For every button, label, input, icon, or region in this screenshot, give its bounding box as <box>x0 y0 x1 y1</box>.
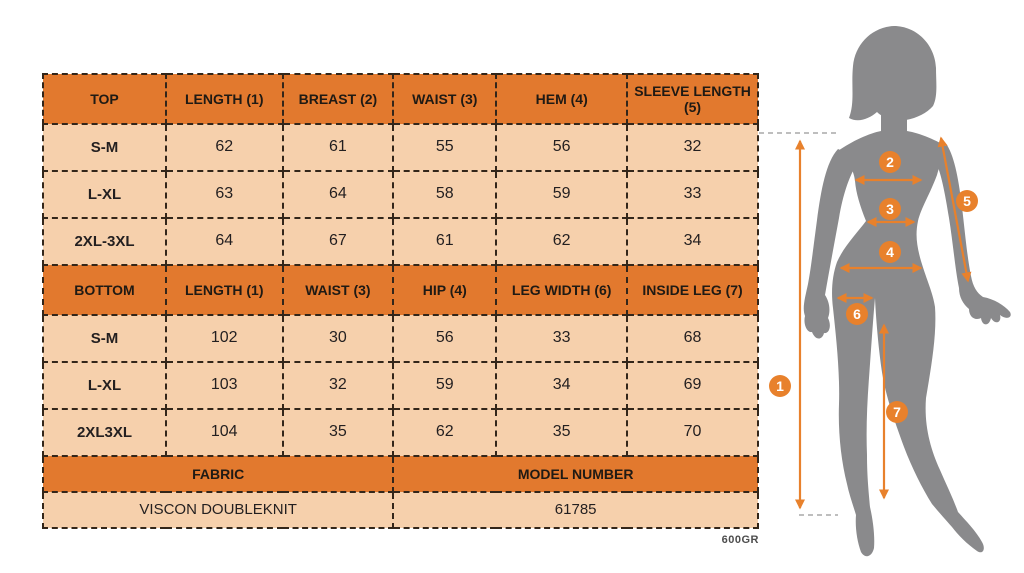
marker-circle-4 <box>879 241 901 263</box>
measurement-value: 61 <box>281 123 395 172</box>
measurement-value: 63 <box>164 170 284 219</box>
measurement-value: 30 <box>281 314 395 363</box>
measurement-value: 59 <box>392 361 498 410</box>
measurement-value: 34 <box>626 217 759 266</box>
size-chart-table: TOP LENGTH (1) BREAST (2) WAIST (3) HEM … <box>41 73 759 529</box>
measurement-value: 62 <box>392 408 498 457</box>
measurement-value: 58 <box>392 170 498 219</box>
measurement-value: 67 <box>281 217 395 266</box>
marker-7: 7 <box>886 401 908 423</box>
measurement-value: 59 <box>495 170 629 219</box>
measurement-value: 62 <box>164 123 284 172</box>
table-row: L-XL 63 64 58 59 33 <box>42 170 759 219</box>
marker-number: 2 <box>886 154 894 170</box>
table-row: S-M 102 30 56 33 68 <box>42 314 759 363</box>
size-label: S-M <box>42 314 167 363</box>
marker-number: 1 <box>776 378 784 394</box>
marker-5: 5 <box>956 190 978 212</box>
header-cell-breast: BREAST (2) <box>281 73 395 125</box>
marker-number: 5 <box>963 193 971 209</box>
measurement-value: 69 <box>626 361 759 410</box>
marker-1: 1 <box>769 375 791 397</box>
measurement-value: 33 <box>626 170 759 219</box>
fabric-value: VISCON DOUBLEKNIT <box>41 491 395 529</box>
table-row: L-XL 103 32 59 34 69 <box>42 361 759 410</box>
marker-number: 4 <box>886 244 894 260</box>
header-cell-waist: WAIST (3) <box>392 73 498 125</box>
measurement-value: 33 <box>495 314 629 363</box>
bottom-section-header-row: BOTTOM LENGTH (1) WAIST (3) HIP (4) LEG … <box>42 264 759 316</box>
footer-header-row: FABRIC MODEL NUMBER <box>41 455 759 493</box>
size-label: L-XL <box>42 361 167 410</box>
table-row: 2XL3XL 104 35 62 35 70 <box>42 408 759 457</box>
measurement-value: 32 <box>626 123 759 172</box>
measurement-value: 68 <box>626 314 759 363</box>
sleeve-arrow-5 <box>937 136 972 283</box>
size-label: S-M <box>42 123 167 172</box>
size-label: 2XL-3XL <box>42 217 167 266</box>
header-cell-hip: HIP (4) <box>392 264 498 316</box>
marker-number: 6 <box>853 306 861 322</box>
marker-circle-6 <box>846 303 868 325</box>
weight-note: 600GR <box>721 534 759 546</box>
measurement-value: 62 <box>495 217 629 266</box>
woman-silhouette <box>803 26 1011 557</box>
header-cell-waist: WAIST (3) <box>281 264 395 316</box>
table-row: 2XL-3XL 64 67 61 62 34 <box>42 217 759 266</box>
measurement-value: 61 <box>392 217 498 266</box>
marker-circle-1 <box>769 375 791 397</box>
marker-number: 7 <box>893 404 901 420</box>
measurement-value: 32 <box>281 361 395 410</box>
measurement-value: 70 <box>626 408 759 457</box>
marker-circle-2 <box>879 151 901 173</box>
model-number-label: MODEL NUMBER <box>392 455 759 493</box>
measurement-value: 35 <box>495 408 629 457</box>
table-row: S-M 62 61 55 56 32 <box>42 123 759 172</box>
marker-3: 3 <box>879 198 901 220</box>
header-cell-inside-leg: INSIDE LEG (7) <box>626 264 759 316</box>
marker-circle-7 <box>886 401 908 423</box>
measurement-value: 56 <box>392 314 498 363</box>
measurement-figure: 1 2 3 4 5 6 7 <box>759 26 1011 557</box>
fabric-label: FABRIC <box>41 455 395 493</box>
marker-2: 2 <box>879 151 901 173</box>
header-cell-sleeve-length: SLEEVE LENGTH (5) <box>626 73 759 125</box>
measurement-value: 35 <box>281 408 395 457</box>
measurement-value: 56 <box>495 123 629 172</box>
marker-6: 6 <box>846 303 868 325</box>
measurement-value: 55 <box>392 123 498 172</box>
marker-4: 4 <box>879 241 901 263</box>
silhouette-head <box>849 26 937 121</box>
header-cell-hem: HEM (4) <box>495 73 629 125</box>
size-label: 2XL3XL <box>42 408 167 457</box>
silhouette-body <box>832 108 984 557</box>
measurement-value: 104 <box>164 408 284 457</box>
marker-circle-5 <box>956 190 978 212</box>
silhouette-left-arm <box>803 149 855 339</box>
measurement-value: 103 <box>164 361 284 410</box>
marker-circle-3 <box>879 198 901 220</box>
header-cell-leg-width: LEG WIDTH (6) <box>495 264 629 316</box>
measurement-value: 102 <box>164 314 284 363</box>
header-cell-top: TOP <box>42 73 167 125</box>
header-cell-length: LENGTH (1) <box>164 264 284 316</box>
header-cell-bottom: BOTTOM <box>42 264 167 316</box>
marker-number: 3 <box>886 201 894 217</box>
header-cell-length: LENGTH (1) <box>164 73 284 125</box>
measurement-value: 64 <box>281 170 395 219</box>
measurement-value: 64 <box>164 217 284 266</box>
top-section-header-row: TOP LENGTH (1) BREAST (2) WAIST (3) HEM … <box>42 73 759 125</box>
footer-value-row: VISCON DOUBLEKNIT 61785 <box>41 491 759 529</box>
measurement-value: 34 <box>495 361 629 410</box>
model-number-value: 61785 <box>392 491 759 529</box>
size-label: L-XL <box>42 170 167 219</box>
